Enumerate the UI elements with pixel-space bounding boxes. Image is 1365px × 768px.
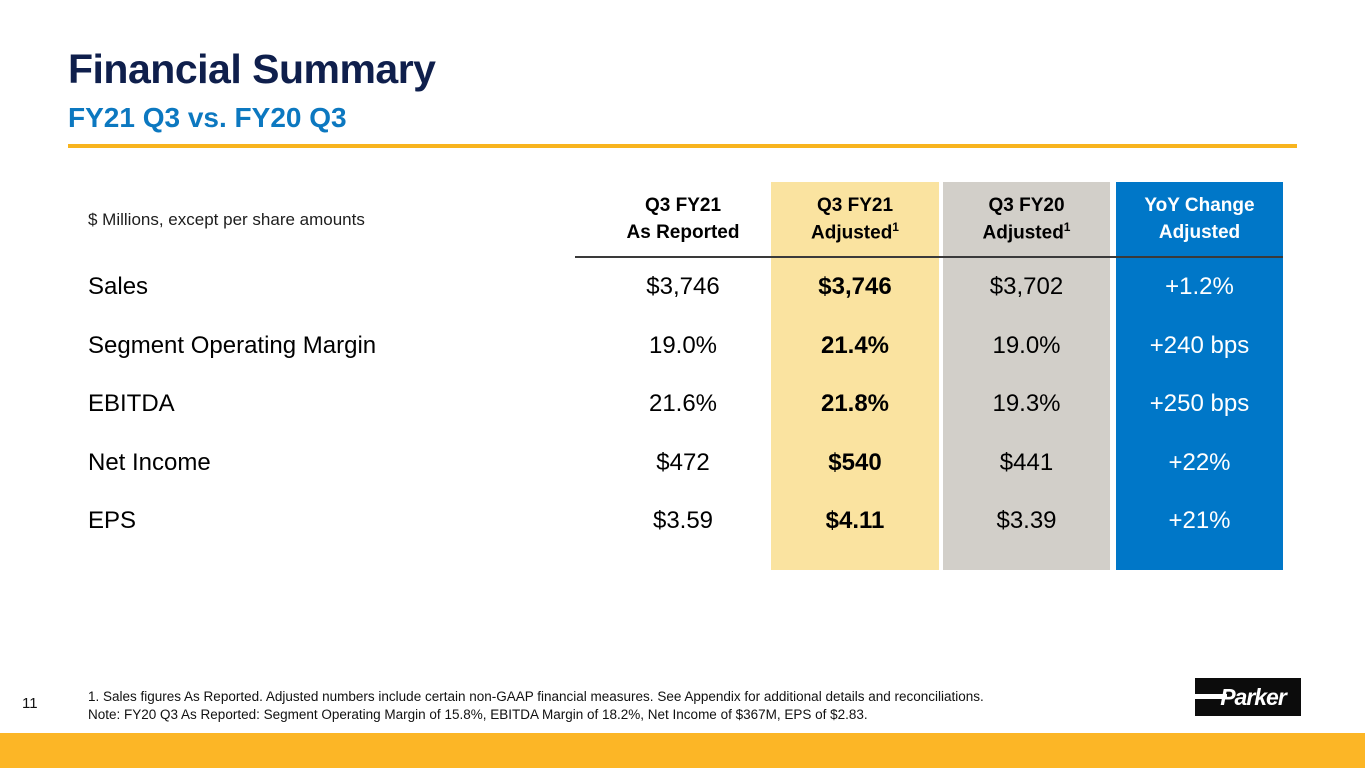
- table-cell: 19.0%: [992, 331, 1061, 359]
- parker-logo: Parker: [1195, 678, 1301, 716]
- footnote-1: 1. Sales figures As Reported. Adjusted n…: [88, 689, 984, 704]
- column-highlight-fy21-adjusted: [771, 182, 939, 570]
- page-subtitle: FY21 Q3 vs. FY20 Q3: [68, 102, 347, 133]
- table-cell: +1.2%: [1165, 273, 1234, 301]
- table-cell: $3,746: [646, 273, 720, 301]
- table-cell: $4.11: [825, 507, 885, 535]
- table-cell: 19.3%: [992, 390, 1061, 418]
- table-cell: $472: [656, 448, 710, 476]
- gold-divider-rule: [68, 144, 1297, 148]
- column-header-yoy-change: YoY Change Adjusted: [1144, 195, 1255, 243]
- table-cell: +250 bps: [1149, 390, 1250, 418]
- bottom-gold-bar: [0, 733, 1365, 768]
- table-row-label: Net Income: [88, 448, 211, 476]
- table-cell: $3,746: [818, 273, 892, 301]
- parker-logo-text: Parker: [1220, 683, 1287, 710]
- table-cell: 21.6%: [648, 390, 718, 418]
- column-header-fy20-adjusted: Q3 FY20 Adjusted1: [982, 194, 1071, 244]
- footnotes: 1. Sales figures As Reported. Adjusted n…: [88, 688, 1078, 723]
- financial-summary-table: $ Millions, except per share amounts Q3 …: [88, 182, 1283, 551]
- table-cell: +240 bps: [1149, 331, 1250, 359]
- table-cell: $3.39: [996, 507, 1057, 535]
- column-header-fy21-adjusted: Q3 FY21 Adjusted1: [811, 194, 899, 244]
- table-row-label: Sales: [88, 273, 149, 301]
- table-cell: $3.59: [652, 507, 714, 535]
- table-row-label: EBITDA: [88, 390, 175, 418]
- table-cell: +21%: [1168, 507, 1231, 535]
- table-cell: 19.0%: [648, 331, 718, 359]
- table-cell: $3,702: [989, 273, 1064, 301]
- table-cell: +22%: [1168, 448, 1231, 476]
- table-header-divider: [575, 256, 1283, 258]
- table-row-label: EPS: [88, 507, 137, 535]
- page-number: 11: [22, 695, 38, 712]
- column-highlight-fy20-adjusted: [943, 182, 1110, 570]
- page-title: Financial Summary: [68, 46, 436, 92]
- table-cell: $441: [999, 448, 1054, 476]
- table-cell: 21.4%: [820, 331, 890, 359]
- table-cell: $540: [828, 448, 882, 476]
- column-header-as-reported: Q3 FY21 As Reported: [626, 195, 740, 243]
- parker-logo-dash-icon: [1195, 694, 1227, 699]
- table-row-label: Segment Operating Margin: [88, 331, 377, 359]
- table-cell: 21.8%: [820, 390, 890, 418]
- footnote-note: Note: FY20 Q3 As Reported: Segment Opera…: [88, 706, 868, 722]
- table-unit-note: $ Millions, except per share amounts: [88, 210, 365, 229]
- column-highlight-yoy-change: [1116, 182, 1283, 570]
